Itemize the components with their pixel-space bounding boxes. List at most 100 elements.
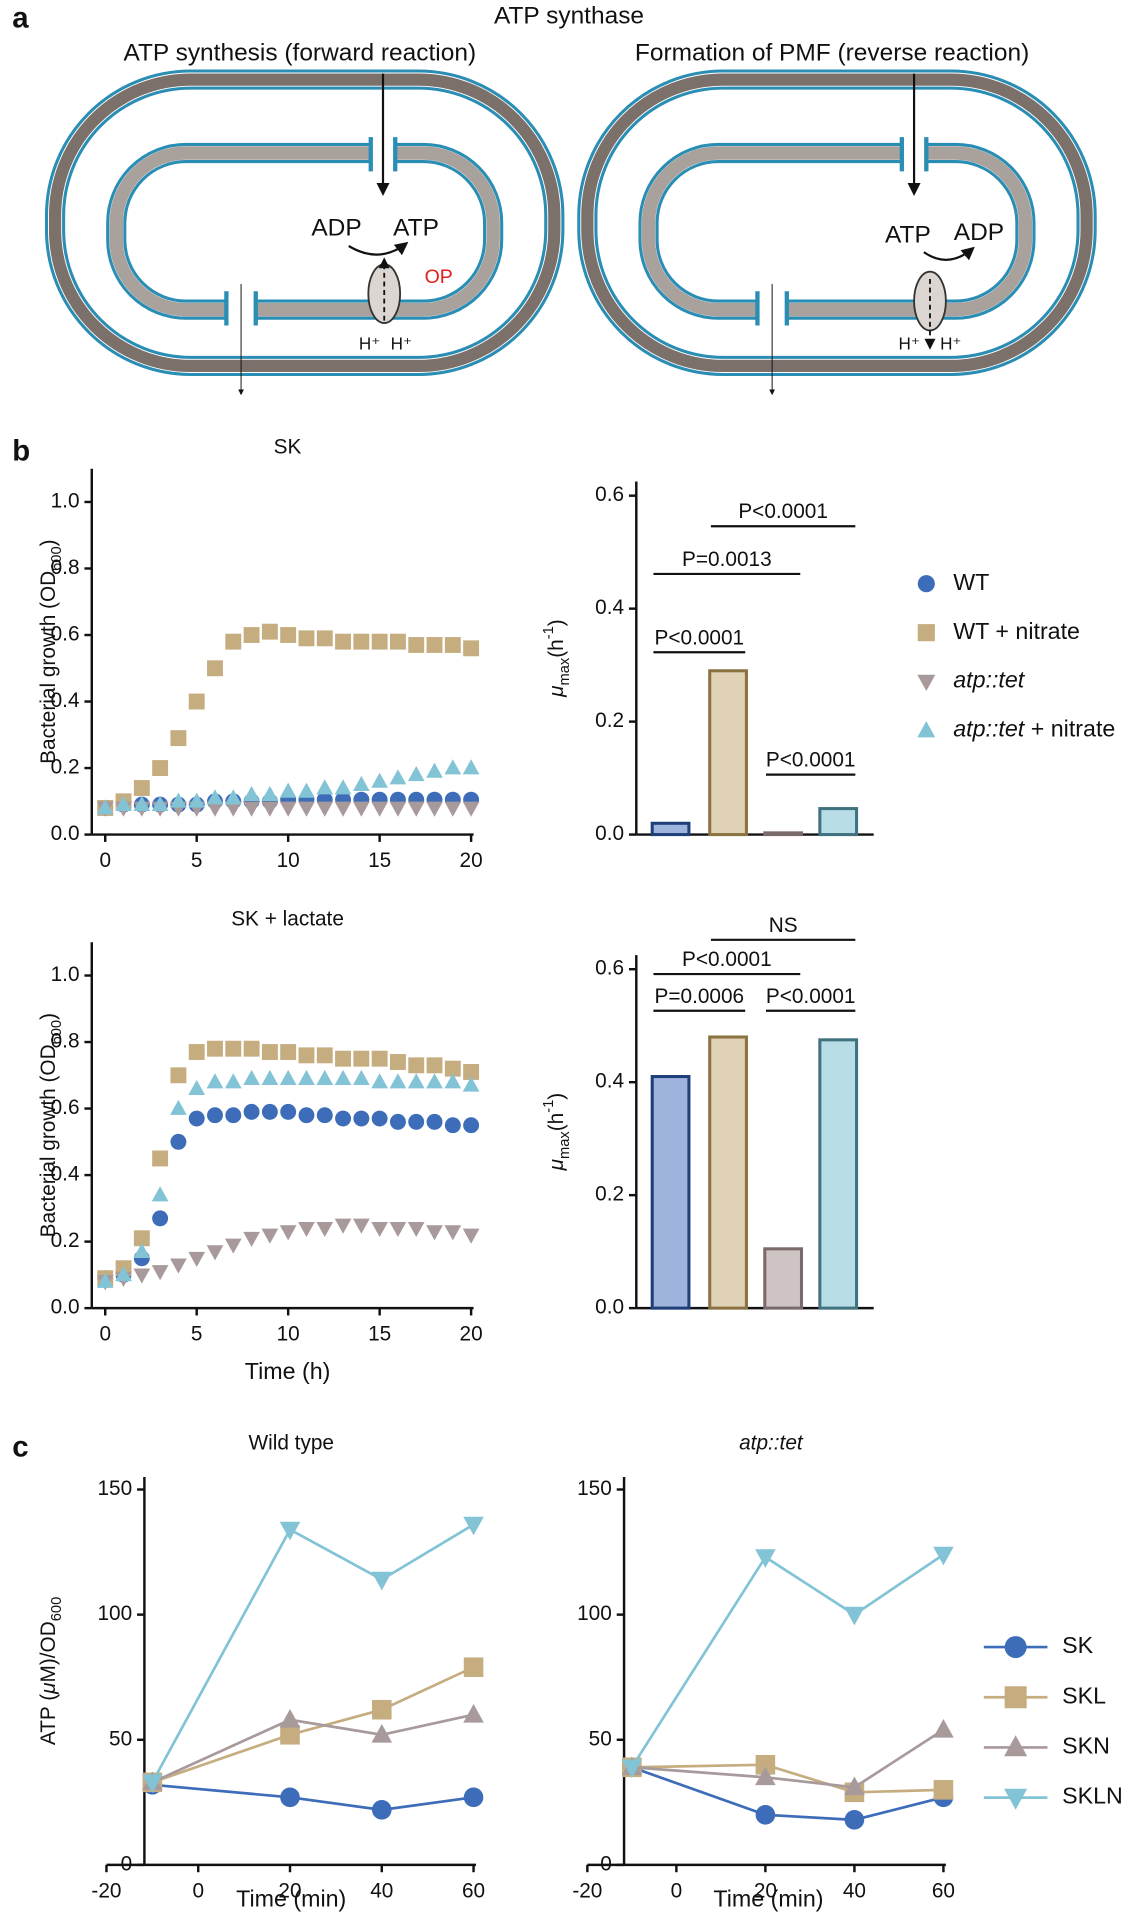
marker — [207, 1107, 223, 1124]
marker — [261, 1069, 279, 1085]
marker — [188, 693, 205, 710]
y-tick-label: 0.6 — [51, 623, 80, 646]
marker — [206, 1073, 224, 1089]
marker — [243, 785, 260, 802]
label-part: (h — [544, 1113, 567, 1132]
marker — [316, 1069, 334, 1085]
marker — [426, 1057, 443, 1074]
bar — [763, 831, 804, 837]
marker — [371, 1110, 388, 1127]
inner-membrane — [106, 142, 504, 320]
marker — [298, 630, 315, 647]
marker — [280, 1787, 300, 1808]
marker — [389, 1221, 407, 1238]
significance-label: P<0.0001 — [738, 500, 828, 523]
marker — [334, 1069, 352, 1085]
y-tick-label: 0.4 — [51, 689, 80, 712]
marker — [280, 627, 297, 643]
bar — [650, 1075, 691, 1310]
x-tick-label: 15 — [368, 849, 391, 872]
marker — [151, 1186, 169, 1202]
significance-label: P<0.0001 — [766, 985, 856, 1008]
marker — [353, 1050, 370, 1067]
marker — [444, 1117, 461, 1134]
marker — [621, 1759, 643, 1779]
membrane — [62, 86, 548, 359]
legend-label: SKN — [1062, 1733, 1110, 1759]
marker — [115, 1266, 132, 1282]
x-axis-title: Time (min) — [713, 1886, 823, 1912]
marker — [279, 1069, 297, 1085]
inner-membrane — [655, 160, 1019, 303]
marker — [298, 782, 315, 798]
label-part: Bacterial growth (OD — [36, 1044, 59, 1237]
marker — [755, 1755, 776, 1775]
marker — [426, 637, 443, 653]
marker — [463, 1703, 484, 1723]
marker — [755, 1766, 776, 1786]
x-tick-label: -20 — [91, 1879, 121, 1902]
x-tick-label: 60 — [462, 1879, 485, 1902]
marker — [407, 1221, 425, 1238]
marker — [133, 1242, 151, 1258]
x-tick-label: -20 — [572, 1879, 602, 1902]
legend-label: atp::tet — [953, 667, 1026, 693]
marker — [298, 801, 315, 817]
marker — [334, 1218, 352, 1234]
series-line — [151, 1713, 474, 1784]
series-line — [151, 1523, 475, 1783]
label-part: ) — [544, 1093, 567, 1100]
label-part: atp::tet — [953, 667, 1026, 693]
marker — [188, 792, 206, 808]
marker — [444, 801, 462, 817]
legend-marker — [917, 674, 936, 692]
inner-membrane — [123, 160, 487, 303]
marker — [243, 1040, 260, 1057]
label: H⁺ — [898, 334, 919, 354]
significance-label: P<0.0001 — [654, 626, 744, 649]
marker — [170, 1099, 187, 1115]
label-part: ) — [36, 1013, 59, 1020]
marker — [352, 1069, 370, 1085]
x-tick-label: 40 — [370, 1879, 393, 1902]
marker — [298, 1221, 315, 1238]
label: OP — [425, 266, 453, 288]
marker — [352, 801, 370, 817]
y-tick-label: 0.4 — [595, 1070, 624, 1093]
marker — [170, 730, 187, 747]
marker — [426, 1073, 443, 1089]
marker — [225, 1107, 242, 1124]
label-part: ) — [544, 619, 567, 626]
marker — [188, 1079, 206, 1095]
marker — [389, 1073, 407, 1089]
channel — [899, 137, 929, 172]
label-part: max — [557, 1131, 573, 1159]
y-tick-label: 0.0 — [595, 1296, 624, 1319]
marker — [462, 1076, 480, 1092]
series-line — [151, 1665, 475, 1784]
marker — [352, 775, 370, 792]
y-tick-label: 150 — [97, 1477, 132, 1500]
x-tick-label: 60 — [932, 1879, 955, 1902]
outer-membrane — [44, 69, 565, 377]
marker — [335, 633, 352, 650]
marker — [334, 779, 352, 795]
label-part: -1 — [541, 1100, 557, 1113]
marker — [444, 1073, 462, 1089]
marker — [115, 795, 132, 812]
marker — [261, 1103, 278, 1120]
legend-marker — [1004, 1636, 1027, 1659]
marker — [755, 1549, 776, 1568]
panel-label: a — [12, 1, 29, 34]
label: ADP — [311, 214, 361, 241]
cell-right — [577, 69, 1097, 396]
series-line — [631, 1763, 944, 1794]
legend-marker — [1004, 1686, 1027, 1709]
marker — [170, 1133, 187, 1150]
chart-title: SK + lactate — [231, 908, 344, 931]
label-part: ) — [36, 539, 59, 546]
x-tick-label: 10 — [277, 1323, 300, 1346]
series-line — [631, 1728, 945, 1789]
legend-marker — [1004, 1735, 1028, 1757]
marker — [444, 1060, 461, 1077]
